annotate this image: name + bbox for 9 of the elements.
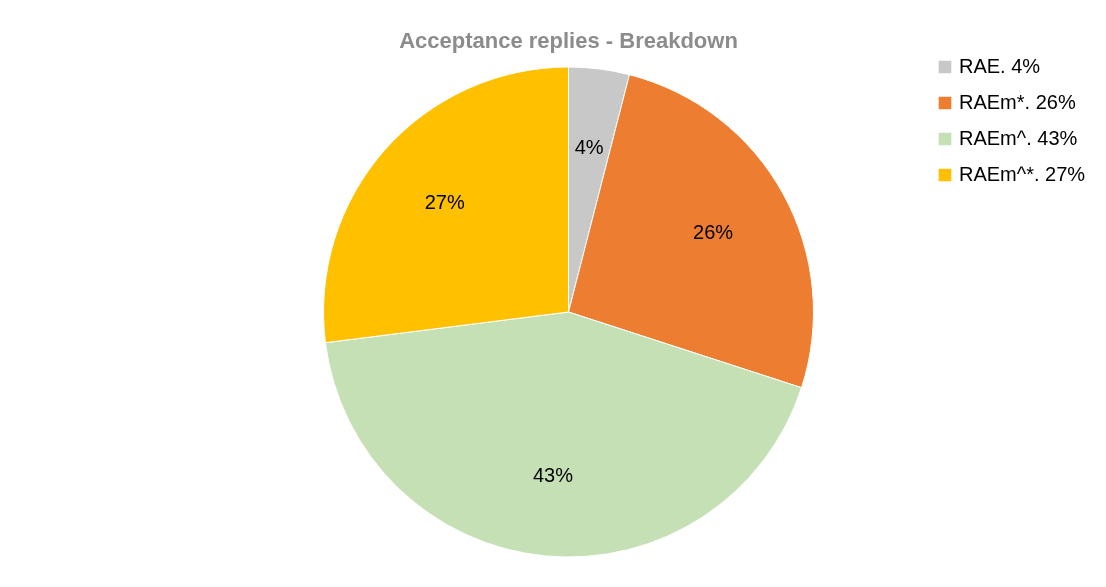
legend-label: RAE. 4% (959, 55, 1041, 77)
legend-label: RAEm^*. 27% (959, 163, 1086, 185)
data-label: 4% (574, 136, 604, 159)
data-label: 43% (532, 464, 574, 487)
data-label: 26% (693, 220, 734, 243)
legend-label: RAEm^. 43% (959, 127, 1078, 149)
data-label: 27% (424, 190, 465, 213)
chart-title: Acceptance replies - Breakdown (399, 28, 738, 53)
legend-label: RAEm*. 26% (959, 91, 1076, 113)
